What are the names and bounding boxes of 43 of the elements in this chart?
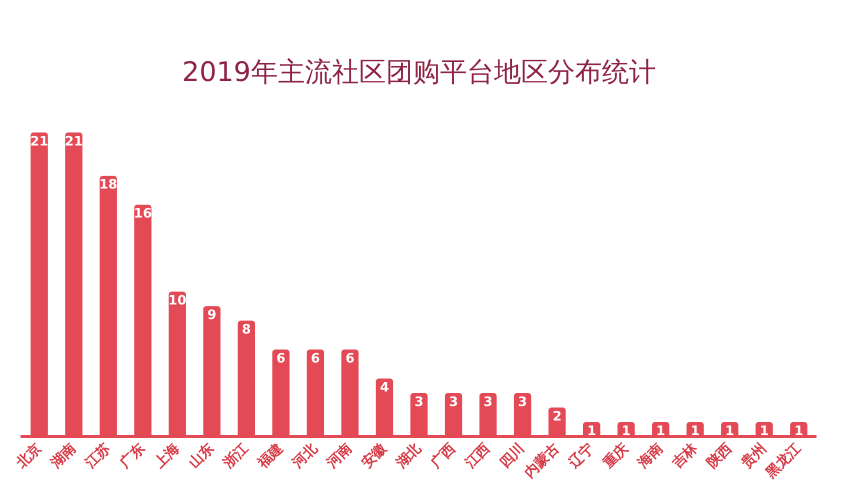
x-tick-label: 浙江 <box>220 440 252 472</box>
data-label: 9 <box>207 308 216 323</box>
x-tick-label: 湖南 <box>47 440 80 472</box>
data-label: 1 <box>760 424 769 439</box>
x-tick-label: 陕西 <box>704 440 736 472</box>
data-label: 8 <box>242 322 251 338</box>
x-tick-label: 重庆 <box>599 440 632 472</box>
x-tick-label: 上海 <box>150 440 183 472</box>
data-label: 3 <box>484 394 493 410</box>
data-label: 16 <box>134 206 152 222</box>
x-tick-label: 湖北 <box>392 440 426 472</box>
chart-title: 2019年主流社区团购平台地区分布统计 <box>182 57 656 88</box>
data-label: 1 <box>794 424 804 439</box>
data-label: 1 <box>656 424 666 439</box>
x-tick-label: 河南 <box>324 440 356 472</box>
data-label: 4 <box>380 380 389 396</box>
data-label: 21 <box>30 134 48 150</box>
data-label: 3 <box>518 394 528 410</box>
data-label: 1 <box>587 424 596 439</box>
data-label: 6 <box>345 351 354 366</box>
x-tick-label: 吉林 <box>668 440 702 472</box>
x-tick-label: 河北 <box>289 440 322 472</box>
x-tick-label: 安徽 <box>358 439 391 472</box>
x-tick-label: 福建 <box>254 440 286 472</box>
x-tick-label: 江苏 <box>82 440 114 472</box>
data-label: 6 <box>310 351 320 366</box>
data-label: 6 <box>276 351 286 366</box>
data-label: 3 <box>449 394 458 410</box>
x-tick-label: 海南 <box>634 440 666 472</box>
data-label: 2 <box>552 409 562 424</box>
data-label: 1 <box>725 424 734 439</box>
x-tick-label: 广西 <box>426 440 459 472</box>
x-tick-label: 山东 <box>185 440 218 472</box>
data-label: 10 <box>168 294 186 309</box>
data-label: 18 <box>99 178 118 193</box>
data-label: 1 <box>622 424 631 439</box>
x-tick-label: 北京 <box>12 440 45 472</box>
data-label: 1 <box>690 424 700 439</box>
x-tick-label: 江西 <box>462 440 494 472</box>
data-label: 3 <box>414 394 424 410</box>
x-tick-label: 辽宁 <box>564 440 598 472</box>
x-tick-label: 广东 <box>116 440 148 472</box>
data-label: 21 <box>64 134 83 150</box>
